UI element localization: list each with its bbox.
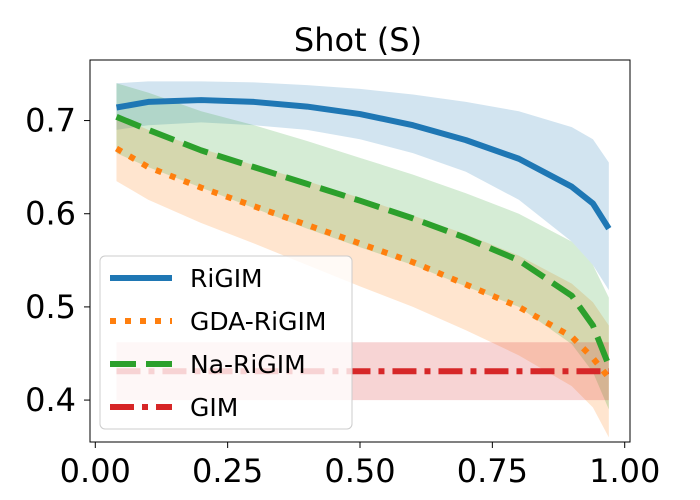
gda-rigim-band — [116, 115, 609, 438]
rigim-band — [116, 81, 609, 291]
y-tick-label: 0.6 — [25, 195, 76, 233]
legend-label-rigim: RiGIM — [190, 264, 263, 293]
y-tick-label: 0.5 — [25, 288, 76, 326]
gda-rigim-line — [114, 145, 612, 380]
legend: RiGIM GDA-RiGIM Na-RiGIM GIM — [99, 255, 353, 430]
y-tick-label: 0.4 — [25, 381, 76, 419]
na-rigim-line — [115, 114, 612, 367]
x-tick-label: 0.00 — [60, 452, 131, 490]
y-tick-label: 0.7 — [25, 102, 76, 140]
y-axis: 0.4 0.5 0.6 0.7 — [25, 102, 90, 419]
chart-title: Shot (S) — [294, 21, 422, 59]
x-tick-label: 0.75 — [457, 452, 528, 490]
legend-label-gim: GIM — [190, 393, 238, 422]
x-tick-label: 0.25 — [192, 452, 263, 490]
x-tick-label: 1.00 — [589, 452, 660, 490]
rigim-line — [115, 97, 612, 231]
legend-label-na-rigim: Na-RiGIM — [190, 350, 306, 379]
legend-label-gda-rigim: GDA-RiGIM — [190, 307, 326, 336]
x-tick-label: 0.50 — [324, 452, 395, 490]
x-axis: 0.00 0.25 0.50 0.75 1.00 — [60, 442, 660, 490]
legend-box — [99, 255, 353, 430]
